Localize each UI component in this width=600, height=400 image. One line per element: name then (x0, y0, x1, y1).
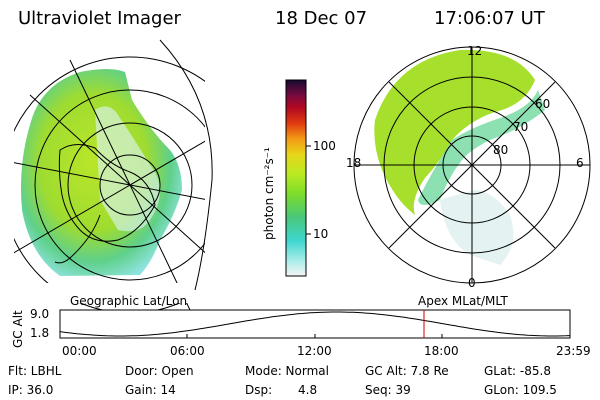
time-tick-1200: 12:00 (297, 344, 332, 358)
date-label: 18 Dec 07 (275, 8, 368, 29)
mlt-label-bottom: 0 (468, 276, 476, 290)
gc-alt-axis-title: GC Alt (11, 310, 25, 348)
time-tick-0000: 00:00 (62, 344, 97, 358)
time-tick-0600: 06:00 (170, 344, 205, 358)
altitude-plot (59, 309, 571, 339)
mlt-label-left: 18 (346, 156, 362, 170)
filter-info: Flt: LBHL (8, 364, 62, 378)
mlt-label-top: 12 (467, 44, 483, 58)
dsp-value: 4.8 (298, 383, 318, 397)
time-tick-2359: 23:59 (556, 344, 591, 358)
time-tick-1800: 18:00 (424, 344, 459, 358)
mode-info: Mode: Normal (245, 364, 329, 378)
dsp-label: Dsp: (245, 383, 273, 397)
polar-image (353, 46, 591, 284)
glon-info: GLon: 109.5 (484, 383, 557, 397)
mlt-label-right: 6 (576, 156, 584, 170)
colorbar (285, 79, 311, 277)
gain-info: Gain: 14 (125, 383, 176, 397)
apex-panel-label: Apex MLat/MLT (418, 294, 508, 308)
door-info: Door: Open (125, 364, 194, 378)
seq-info: Seq: 39 (365, 383, 411, 397)
mlat-label-80: 80 (493, 143, 509, 157)
colorbar-tick-10: 10 (313, 227, 329, 241)
mlat-label-60: 60 (535, 97, 551, 111)
geographic-panel-label: Geographic Lat/Lon (70, 294, 188, 308)
gc-alt-tick-low: 1.8 (30, 326, 50, 340)
geographic-image (0, 0, 270, 314)
colorbar-tick-100: 100 (313, 139, 336, 153)
time-label: 17:06:07 UT (434, 8, 545, 29)
gc-alt-tick-high: 9.0 (30, 307, 50, 321)
ip-info: IP: 36.0 (8, 383, 54, 397)
glat-info: GLat: -85.8 (484, 364, 551, 378)
gc-alt-info: GC Alt: 7.8 Re (365, 364, 449, 378)
mlat-label-70: 70 (513, 120, 529, 134)
instrument-title: Ultraviolet Imager (18, 8, 181, 29)
colorbar-unit-label: photon cm⁻²s⁻¹ (262, 147, 276, 240)
